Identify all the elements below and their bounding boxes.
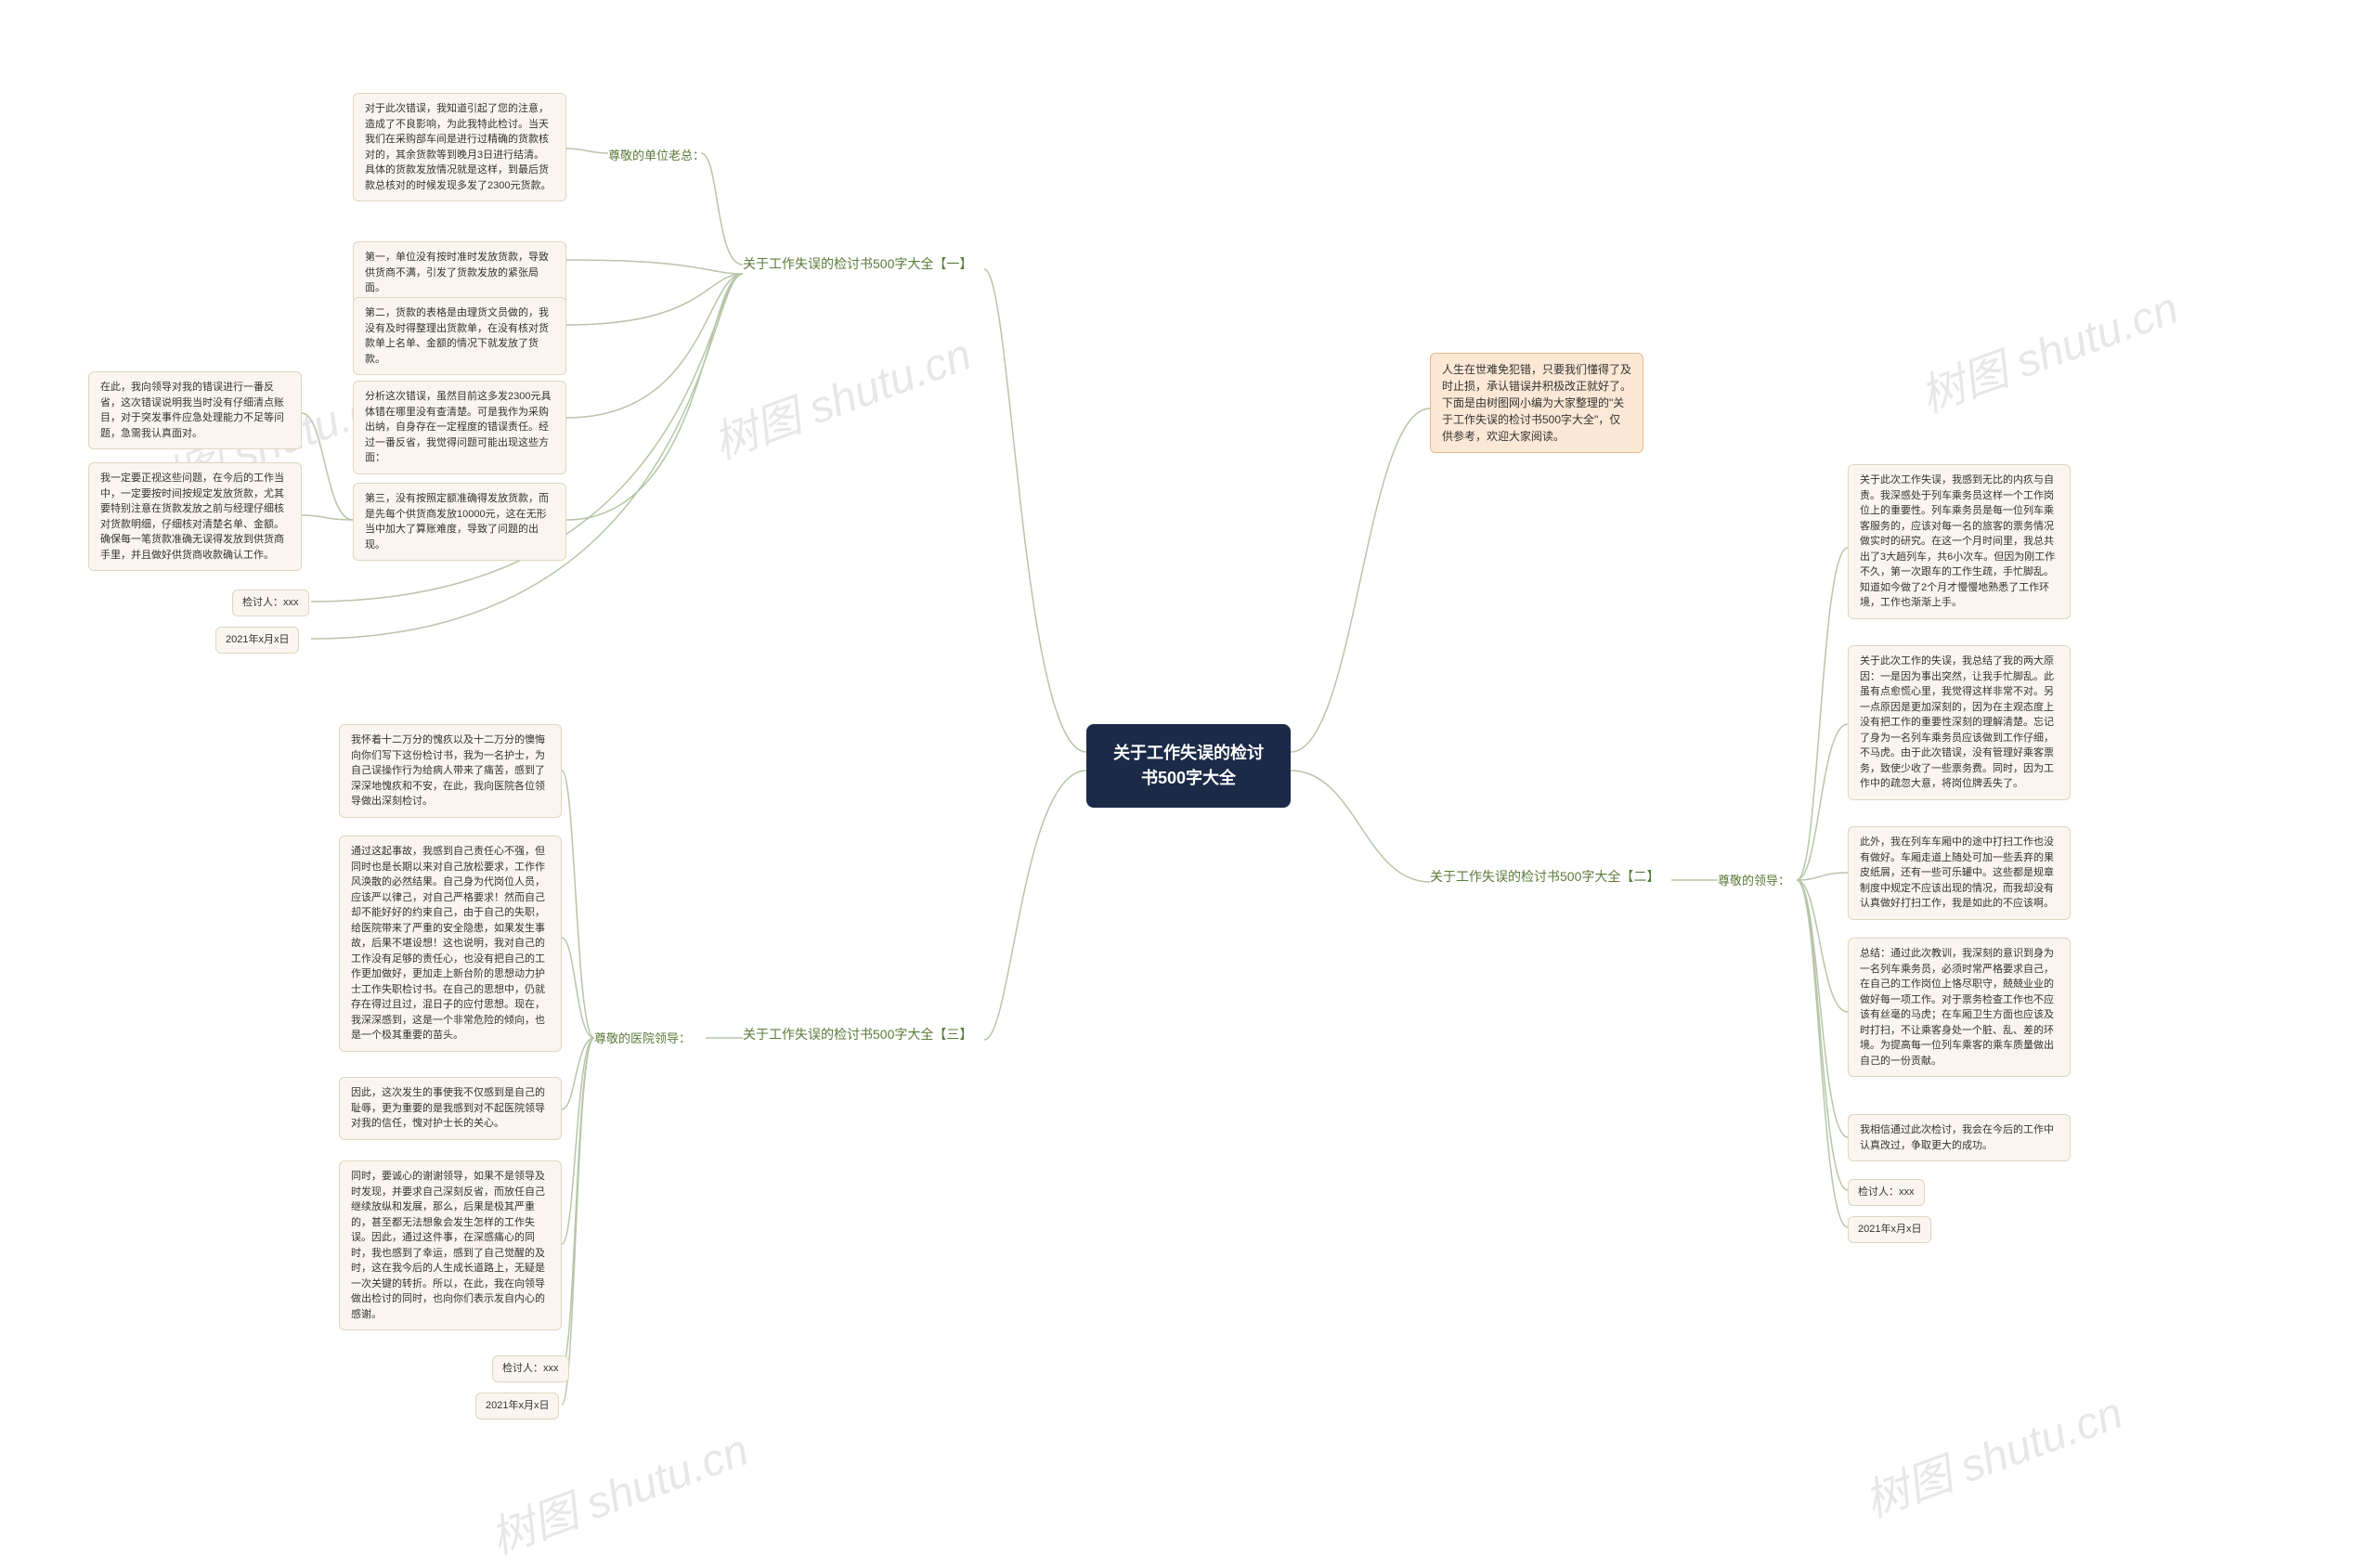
- section1-point1: 第一，单位没有按时准时发放货款，导致供货商不满，引发了货款发放的紧张局面。: [353, 241, 566, 305]
- section2-para4: 总结：通过此次教训，我深刻的意识到身为一名列车乘务员，必须时常严格要求自己，在自…: [1848, 938, 2071, 1077]
- section1-reflect1: 在此，我向领导对我的错误进行一番反省，这次错误说明我当时没有仔细清点账目，对于突…: [88, 371, 302, 449]
- section1-point3: 第三，没有按照定额准确得发放货款，而是先每个供货商发放10000元，这在无形当中…: [353, 483, 566, 561]
- section3-salutation: 尊敬的医院领导：: [594, 1026, 691, 1052]
- watermark: 树图 shutu.cn: [703, 317, 979, 471]
- section3-para3: 因此，这次发生的事使我不仅感到是自己的耻辱，更为重要的是我感到对不起医院领导对我…: [339, 1077, 562, 1140]
- section2-sign: 检讨人：xxx: [1848, 1179, 1925, 1206]
- section1-title: 关于工作失误的检讨书500字大全【一】: [743, 251, 984, 278]
- section2-para3: 此外，我在列车车厢中的途中打扫工作也没有做好。车厢走道上随处可加一些丢弃的果皮纸…: [1848, 826, 2071, 920]
- section3-para4: 同时，要诚心的谢谢领导，如果不是领导及时发现，并要求自己深刻反省，而放任自己继续…: [339, 1160, 562, 1330]
- section1-para1: 对于此次错误，我知道引起了您的注意，造成了不良影响，为此我特此检讨。当天我们在采…: [353, 93, 566, 201]
- section2-para5: 我相信通过此次检讨，我会在今后的工作中认真改过，争取更大的成功。: [1848, 1114, 2071, 1161]
- section2-title: 关于工作失误的检讨书500字大全【二】: [1430, 863, 1671, 890]
- section1-date: 2021年x月x日: [215, 627, 299, 654]
- section2-para1: 关于此次工作失误，我感到无比的内疚与自责。我深感处于列车乘务员这样一个工作岗位上…: [1848, 464, 2071, 619]
- section2-date: 2021年x月x日: [1848, 1216, 1931, 1243]
- section1-reflect2: 我一定要正视这些问题，在今后的工作当中，一定要按时间按规定发放货款，尤其要特别注…: [88, 462, 302, 571]
- section1-sign: 检讨人：xxx: [232, 590, 309, 616]
- watermark: 树图 shutu.cn: [480, 1413, 756, 1566]
- section1-analysis-intro: 分析这次错误，虽然目前这多发2300元具体错在哪里没有查清楚。可是我作为采购出纳…: [353, 381, 566, 474]
- section1-point2: 第二，货款的表格是由理货文员做的，我没有及时得整理出货款单，在没有核对货款单上名…: [353, 297, 566, 375]
- section1-salutation: 尊敬的单位老总：: [608, 143, 705, 169]
- section2-para2: 关于此次工作的失误，我总结了我的两大原因：一是因为事出突然，让我手忙脚乱。此虽有…: [1848, 645, 2071, 800]
- watermark: 树图 shutu.cn: [1854, 1376, 2130, 1529]
- section3-title: 关于工作失误的检讨书500字大全【三】: [743, 1021, 984, 1048]
- section3-sign: 检讨人：xxx: [492, 1355, 569, 1382]
- center-title: 关于工作失误的检讨书500字大全: [1086, 724, 1291, 808]
- intro-text: 人生在世难免犯错，只要我们懂得了及时止损，承认错误并积极改正就好了。下面是由树图…: [1430, 353, 1643, 453]
- watermark: 树图 shutu.cn: [1910, 271, 2186, 424]
- section3-para2: 通过这起事故，我感到自己责任心不强，但同时也是长期以来对自己放松要求，工作作风涣…: [339, 836, 562, 1052]
- section2-salutation: 尊敬的领导：: [1718, 868, 1790, 894]
- section3-date: 2021年x月x日: [475, 1393, 559, 1419]
- section3-para1: 我怀着十二万分的愧疚以及十二万分的懊悔向你们写下这份检讨书，我为一名护士，为自己…: [339, 724, 562, 818]
